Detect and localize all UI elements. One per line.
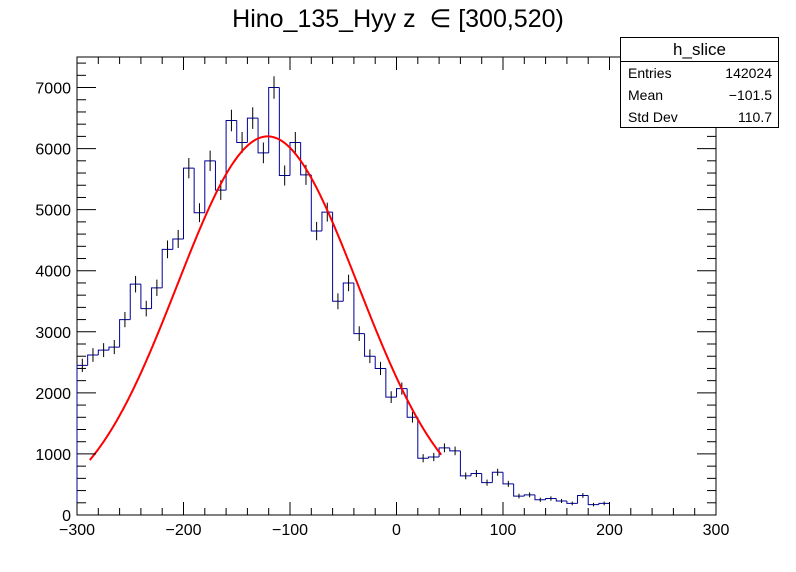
stats-box: h_slice Entries 142024 Mean −101.5 Std D… bbox=[620, 37, 779, 128]
histogram-bin bbox=[129, 283, 141, 320]
histogram-bin bbox=[300, 142, 312, 176]
histogram-bin bbox=[161, 248, 173, 288]
histogram-bin bbox=[470, 472, 482, 476]
histogram-layer bbox=[76, 87, 610, 515]
histogram-bin bbox=[87, 354, 99, 366]
axis-layer: −300 −200 −100 0 100 200 300010002000300040005… bbox=[35, 57, 729, 539]
histogram-bin bbox=[268, 87, 280, 153]
histogram-bin bbox=[151, 287, 163, 309]
histogram-bin bbox=[236, 120, 248, 143]
histogram-bin bbox=[438, 447, 450, 457]
histogram-bin bbox=[513, 483, 525, 497]
histogram-bin bbox=[385, 368, 397, 398]
histogram-bin bbox=[140, 284, 152, 310]
histogram-bin bbox=[76, 364, 88, 515]
histogram-bin bbox=[353, 282, 365, 335]
histogram-bin bbox=[332, 212, 344, 302]
stats-value: 110.7 bbox=[738, 109, 772, 125]
histogram-bin bbox=[257, 118, 269, 154]
histogram-bin bbox=[246, 117, 259, 143]
histogram-bin bbox=[310, 174, 322, 232]
histogram-bin bbox=[119, 319, 131, 348]
histogram-bin bbox=[108, 346, 120, 351]
histogram-bin bbox=[449, 447, 461, 452]
histogram-bin bbox=[491, 471, 503, 483]
histogram-bin bbox=[427, 456, 440, 459]
histogram-bin bbox=[289, 141, 301, 176]
fit-curve bbox=[89, 135, 443, 461]
stats-key: Std Dev bbox=[628, 109, 678, 125]
histogram-bin bbox=[523, 494, 535, 497]
y-tick-label: 5000 bbox=[35, 203, 71, 220]
histogram-bin bbox=[97, 349, 109, 356]
histogram-bin bbox=[555, 498, 567, 502]
histogram-bin bbox=[193, 168, 205, 214]
x-tick-label: 100 bbox=[490, 522, 517, 539]
histogram-bin bbox=[214, 160, 227, 191]
histogram-bin bbox=[502, 472, 514, 485]
histogram-bin bbox=[534, 494, 546, 501]
y-tick-label: 0 bbox=[62, 508, 71, 525]
x-tick-label: 300 bbox=[703, 522, 730, 539]
histogram-bin bbox=[204, 160, 216, 213]
chart-title: Hino_135_Hyy z ∈ [300,520) bbox=[232, 5, 564, 33]
y-tick-label: 2000 bbox=[35, 386, 71, 403]
histogram-bin bbox=[577, 494, 589, 504]
histogram-bin bbox=[417, 417, 429, 459]
stats-box-title: h_slice bbox=[621, 38, 778, 62]
x-tick-label: 200 bbox=[596, 522, 623, 539]
histogram-bin bbox=[374, 356, 386, 369]
x-tick-label: −200 bbox=[165, 522, 201, 539]
y-tick-label: 6000 bbox=[35, 142, 71, 159]
histogram-bin bbox=[396, 388, 408, 398]
stats-key: Entries bbox=[628, 65, 672, 81]
x-tick-label: −100 bbox=[272, 522, 308, 539]
fit-layer bbox=[89, 135, 443, 461]
histogram-bin bbox=[459, 450, 472, 477]
y-tick-label: 7000 bbox=[35, 81, 71, 98]
histogram-bin bbox=[183, 167, 195, 239]
stats-value: −101.5 bbox=[728, 87, 772, 103]
stats-key: Mean bbox=[628, 87, 664, 103]
histogram-bin bbox=[566, 500, 578, 504]
histogram-bin bbox=[364, 333, 376, 357]
stats-row-stddev: Std Dev 110.7 bbox=[621, 106, 778, 128]
histogram-bin bbox=[278, 87, 290, 176]
y-tick-label: 4000 bbox=[35, 264, 71, 281]
stats-row-entries: Entries 142024 bbox=[621, 62, 778, 84]
y-tick-label: 1000 bbox=[35, 447, 71, 464]
x-tick-label: −300 bbox=[59, 522, 95, 539]
stats-value: 142024 bbox=[725, 65, 772, 81]
y-tick-label: 3000 bbox=[35, 325, 71, 342]
histogram-bin bbox=[545, 498, 557, 500]
histogram-bin bbox=[225, 120, 237, 191]
histogram-bin bbox=[342, 282, 354, 302]
x-tick-label: 0 bbox=[392, 522, 401, 539]
histogram-bin bbox=[481, 473, 493, 484]
histogram-bin bbox=[587, 495, 599, 506]
stats-row-mean: Mean −101.5 bbox=[621, 84, 778, 106]
histogram-bin bbox=[172, 238, 184, 250]
